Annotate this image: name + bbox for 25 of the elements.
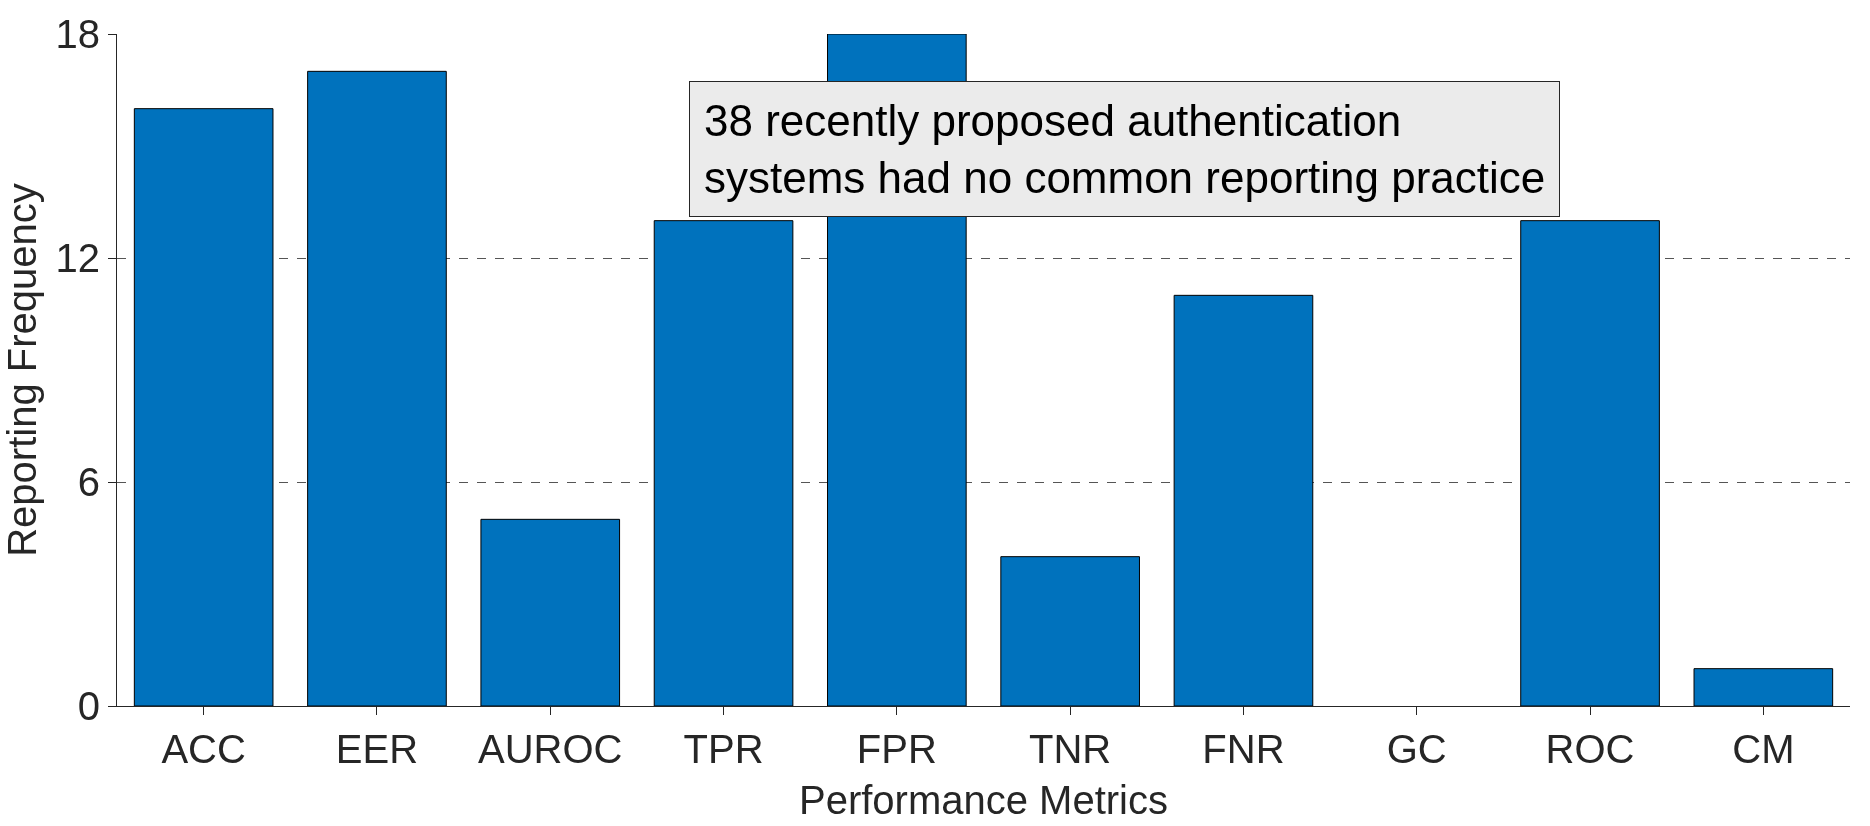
bar (1693, 668, 1834, 706)
x-tick-label: FPR (856, 727, 937, 771)
x-tick-label: EER (335, 727, 419, 771)
bar (480, 518, 621, 706)
x-tick-label: GC (1386, 727, 1447, 771)
bar (1173, 294, 1314, 706)
annotation: 38 recently proposed authentication systems had no common reporting practice (704, 96, 1546, 203)
bar (1520, 220, 1660, 706)
x-tick-label: TNR (1029, 727, 1112, 771)
bar (1000, 556, 1140, 706)
y-tick-label: 6 (77, 460, 100, 504)
x-tick-label: ACC (161, 727, 246, 771)
x-tick-label: AUROC (478, 727, 623, 771)
x-tick-label: TPR (683, 727, 764, 771)
bar (653, 220, 794, 706)
x-axis-title: Performance Metrics (799, 777, 1168, 822)
bar (133, 108, 274, 706)
x-tick-label: ROC (1545, 727, 1635, 771)
y-tick-label: 12 (55, 236, 100, 280)
x-tick-label: CM (1732, 727, 1795, 771)
bar (307, 70, 447, 706)
x-tick-label: FNR (1202, 727, 1285, 771)
y-axis-title: Reporting Frequency (0, 183, 44, 557)
y-tick-label: 0 (77, 684, 100, 728)
y-tick-label: 18 (55, 12, 100, 56)
